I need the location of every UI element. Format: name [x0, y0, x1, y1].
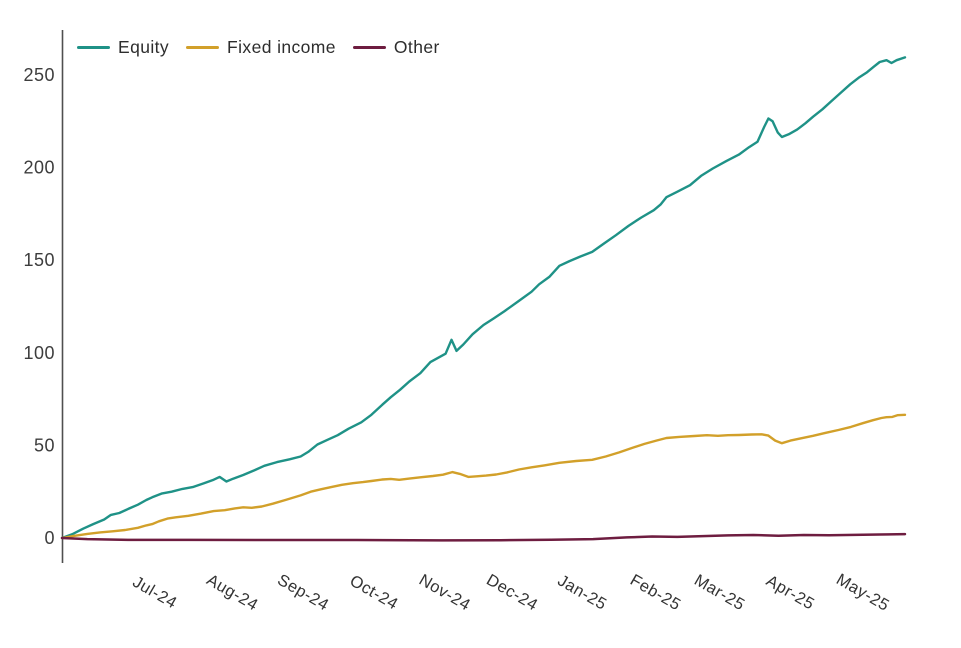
x-tick-label: Dec-24 [483, 571, 541, 615]
y-tick-label: 200 [23, 158, 55, 178]
y-tick-label: 50 [34, 435, 55, 455]
legend-item-other: Other [352, 37, 440, 58]
fixed-income-line-swatch-icon [186, 46, 220, 49]
x-axis-tick-labels: Jul-24 Aug-24 Sep-24 Oct-24 Nov-24 Dec-2… [129, 570, 892, 615]
legend-item-equity: Equity [77, 37, 169, 58]
x-tick-label: Aug-24 [203, 571, 261, 615]
legend-label-equity: Equity [118, 37, 170, 57]
x-tick-label: Jul-24 [129, 573, 180, 613]
x-tick-label: Oct-24 [347, 572, 401, 614]
fixed-income-line [60, 413, 907, 540]
y-tick-label: 250 [23, 65, 55, 85]
legend-item-fixed-income: Fixed income [186, 37, 336, 58]
x-tick-label: Jan-25 [554, 572, 609, 614]
x-tick-label: Mar-25 [691, 571, 748, 614]
legend: Equity Fixed income Other [77, 37, 440, 58]
other-line-swatch-icon [352, 46, 386, 49]
y-axis-tick-labels: 0 50 100 150 200 250 [23, 65, 55, 548]
x-tick-label: Feb-25 [627, 571, 684, 614]
x-tick-label: Nov-24 [416, 571, 474, 615]
equity-line [60, 56, 907, 540]
equity-line-swatch-icon [77, 46, 110, 49]
x-tick-label: May-25 [833, 570, 892, 615]
y-tick-label: 100 [23, 343, 55, 363]
y-tick-label: 0 [44, 528, 55, 548]
y-tick-label: 150 [23, 250, 55, 270]
x-tick-label: Apr-25 [763, 572, 817, 614]
other-line [60, 532, 907, 542]
legend-label-fixed-income: Fixed income [227, 37, 336, 57]
x-tick-label: Sep-24 [274, 571, 332, 615]
legend-label-other: Other [393, 37, 440, 57]
